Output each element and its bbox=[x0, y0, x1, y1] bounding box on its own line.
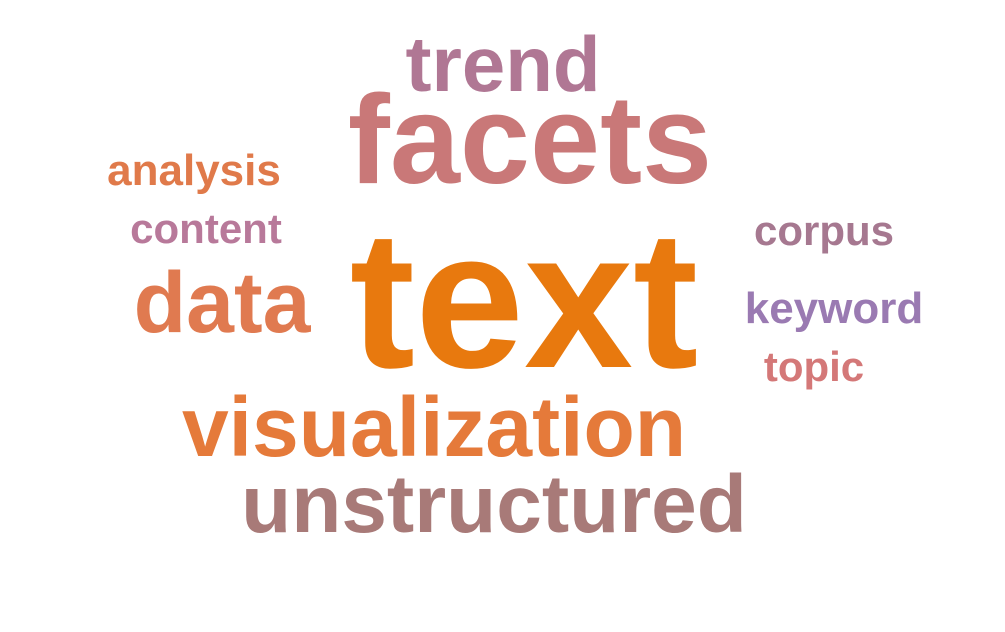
word-analysis: analysis bbox=[107, 146, 281, 195]
word-visualization: visualization bbox=[181, 380, 687, 474]
word-text: text bbox=[349, 190, 699, 409]
word-keyword: keyword bbox=[744, 284, 924, 333]
word-content: content bbox=[130, 205, 282, 252]
word-corpus: corpus bbox=[753, 207, 895, 254]
word-topic: topic bbox=[763, 343, 865, 390]
word-facets: facets bbox=[347, 69, 713, 210]
word-unstructured: unstructured bbox=[241, 459, 747, 550]
word-data: data bbox=[133, 255, 311, 351]
word-trend: trend bbox=[405, 20, 601, 108]
